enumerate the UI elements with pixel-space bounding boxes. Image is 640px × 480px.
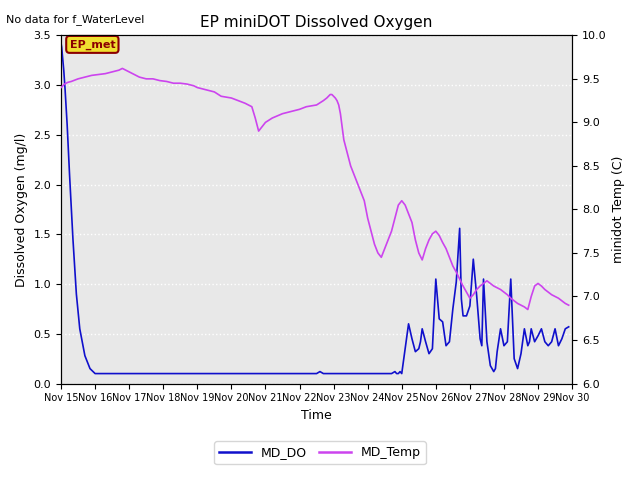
Y-axis label: minidot Temp (C): minidot Temp (C)	[612, 156, 625, 263]
Y-axis label: Dissolved Oxygen (mg/l): Dissolved Oxygen (mg/l)	[15, 132, 28, 287]
X-axis label: Time: Time	[301, 409, 332, 422]
Text: EP_met: EP_met	[70, 39, 115, 49]
Title: EP miniDOT Dissolved Oxygen: EP miniDOT Dissolved Oxygen	[200, 15, 433, 30]
Legend: MD_DO, MD_Temp: MD_DO, MD_Temp	[214, 441, 426, 464]
Text: No data for f_WaterLevel: No data for f_WaterLevel	[6, 14, 145, 25]
